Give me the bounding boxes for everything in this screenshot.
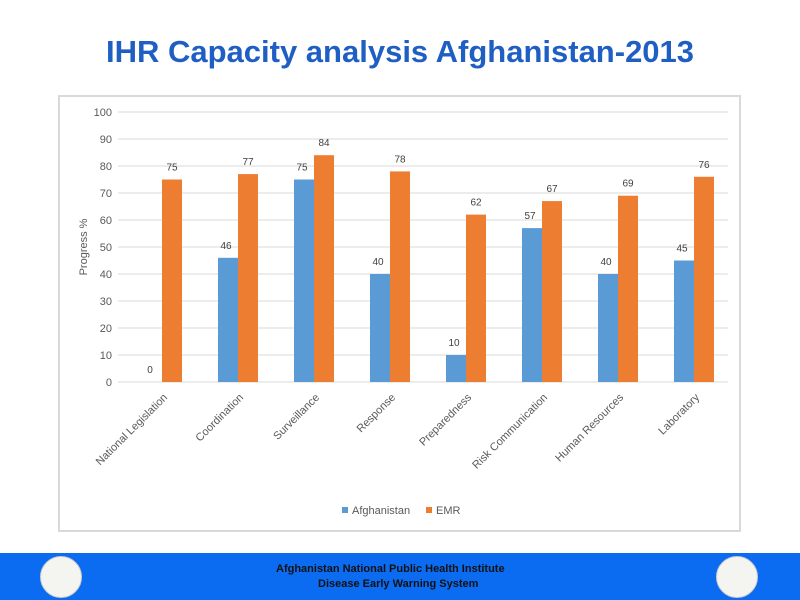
data-label: 40 — [372, 257, 384, 268]
footer-institute: Afghanistan National Public Health Insti… — [276, 563, 505, 575]
data-label: 75 — [166, 163, 178, 174]
x-tick-label: National Legislation — [94, 392, 170, 468]
bar-emr — [694, 176, 714, 382]
legend-swatch — [426, 507, 432, 513]
x-tick-label: Preparedness — [417, 391, 474, 448]
anphi-logo-icon — [40, 556, 82, 598]
data-label: 10 — [448, 338, 460, 349]
bar-emr — [162, 179, 182, 382]
y-tick-label: 100 — [94, 107, 112, 119]
bar-emr — [618, 195, 638, 382]
y-tick-label: 90 — [100, 134, 112, 146]
y-tick-label: 80 — [100, 161, 112, 173]
data-label: 77 — [242, 157, 254, 168]
x-tick-label: Risk Communication — [470, 392, 550, 472]
y-tick-label: 50 — [100, 242, 112, 254]
bar-afghanistan — [446, 355, 466, 382]
legend-swatch — [342, 507, 348, 513]
data-label: 46 — [220, 241, 232, 252]
bar-emr — [390, 171, 410, 382]
slide-title: IHR Capacity analysis Afghanistan-2013 — [105, 34, 695, 69]
data-label: 0 — [147, 365, 153, 376]
bar-afghanistan — [294, 179, 314, 382]
x-tick-label: Surveillance — [271, 392, 322, 443]
emblem-logo-icon — [716, 556, 758, 598]
data-label: 78 — [394, 154, 406, 165]
bar-afghanistan — [522, 228, 542, 382]
data-label: 67 — [546, 184, 558, 195]
bar-afghanistan — [218, 257, 238, 382]
x-tick-label: Response — [355, 392, 399, 436]
data-label: 75 — [296, 163, 308, 174]
bar-emr — [238, 174, 258, 382]
data-label: 84 — [318, 138, 330, 149]
y-tick-label: 70 — [100, 188, 112, 200]
legend-label: Afghanistan — [352, 505, 410, 517]
y-tick-label: 60 — [100, 215, 112, 227]
bar-emr — [542, 201, 562, 382]
data-label: 57 — [524, 211, 536, 222]
bar-afghanistan — [674, 260, 694, 382]
x-tick-label: Human Resources — [553, 391, 626, 464]
bar-afghanistan — [598, 274, 618, 382]
data-label: 62 — [470, 198, 482, 209]
y-axis-label: Progress % — [78, 218, 90, 275]
data-label: 40 — [600, 257, 612, 268]
bar-emr — [314, 155, 334, 382]
footer-banner: Afghanistan National Public Health Insti… — [0, 553, 800, 600]
y-tick-label: 20 — [100, 323, 112, 335]
x-tick-label: Laboratory — [656, 391, 702, 437]
data-label: 76 — [698, 160, 710, 171]
y-tick-label: 40 — [100, 269, 112, 281]
data-label: 69 — [622, 179, 634, 190]
y-tick-label: 30 — [100, 296, 112, 308]
chart-frame — [58, 95, 741, 532]
y-tick-label: 0 — [106, 377, 112, 389]
y-tick-label: 10 — [100, 350, 112, 362]
x-tick-label: Coordination — [194, 392, 247, 445]
data-label: 45 — [676, 244, 688, 255]
bar-afghanistan — [370, 274, 390, 382]
footer-system: Disease Early Warning System — [318, 578, 479, 590]
bar-emr — [466, 214, 486, 382]
legend-label: EMR — [436, 505, 461, 517]
